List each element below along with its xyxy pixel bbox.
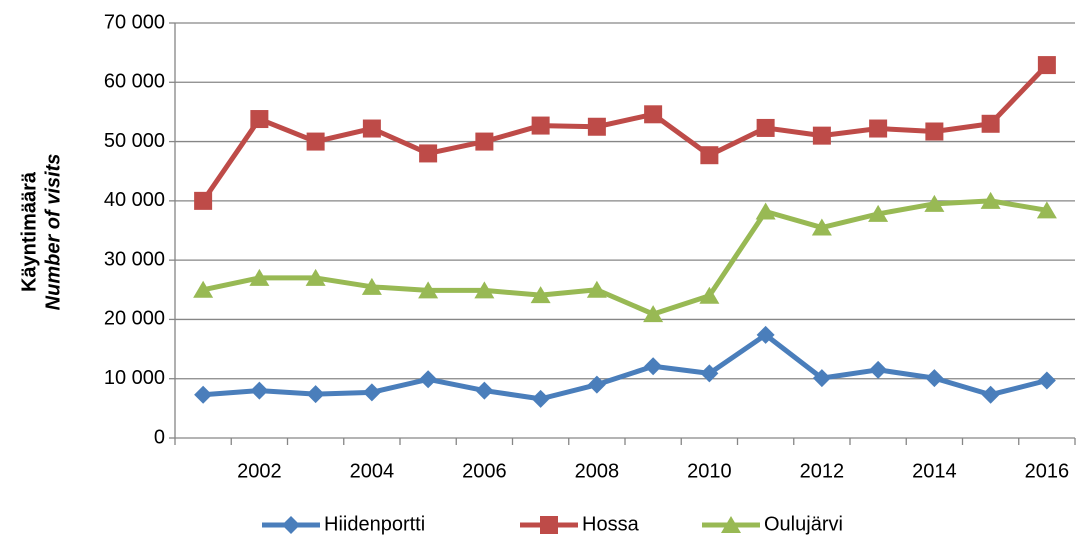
legend-marker bbox=[540, 516, 558, 534]
marker bbox=[586, 280, 607, 298]
marker bbox=[756, 118, 775, 137]
marker bbox=[531, 116, 550, 135]
marker bbox=[362, 383, 381, 402]
y-tick-label: 60 000 bbox=[104, 71, 165, 93]
marker bbox=[418, 281, 439, 299]
y-axis-title: Käyntimäärä bbox=[18, 171, 40, 292]
legend-marker bbox=[721, 516, 741, 533]
marker bbox=[643, 305, 664, 323]
y-tick-label: 50 000 bbox=[104, 130, 165, 152]
marker bbox=[250, 381, 269, 400]
y-tick-label: 70 000 bbox=[104, 11, 165, 33]
marker bbox=[419, 370, 438, 389]
marker bbox=[249, 268, 270, 286]
marker bbox=[812, 126, 831, 145]
marker bbox=[531, 389, 550, 408]
marker bbox=[250, 110, 269, 129]
marker bbox=[755, 202, 776, 220]
x-tick-label: 2014 bbox=[912, 460, 957, 482]
legend-label: Hossa bbox=[582, 513, 640, 535]
marker bbox=[193, 280, 214, 298]
marker bbox=[475, 132, 494, 151]
y-tick-label: 30 000 bbox=[104, 248, 165, 270]
series-line bbox=[202, 198, 1048, 317]
marker bbox=[1037, 56, 1056, 75]
marker bbox=[924, 194, 945, 212]
marker bbox=[1037, 371, 1056, 390]
marker bbox=[305, 268, 326, 286]
marker bbox=[869, 360, 888, 379]
x-tick-label: 2002 bbox=[237, 460, 282, 482]
marker bbox=[1036, 201, 1057, 219]
marker bbox=[700, 364, 719, 383]
marker bbox=[306, 385, 325, 404]
marker bbox=[699, 286, 720, 304]
marker bbox=[869, 119, 888, 138]
y-axis-title: Number of visits bbox=[42, 154, 64, 311]
y-tick-label: 10 000 bbox=[104, 367, 165, 389]
marker bbox=[925, 122, 944, 141]
x-tick-label: 2016 bbox=[1025, 460, 1070, 482]
marker bbox=[587, 375, 606, 394]
marker bbox=[981, 385, 1000, 404]
x-tick-label: 2008 bbox=[575, 460, 620, 482]
marker bbox=[475, 381, 494, 400]
marker bbox=[419, 144, 438, 163]
marker bbox=[868, 204, 889, 222]
marker bbox=[925, 369, 944, 388]
marker bbox=[644, 357, 663, 376]
marker bbox=[980, 191, 1001, 209]
x-tick-label: 2004 bbox=[350, 460, 395, 482]
marker bbox=[811, 218, 832, 236]
marker bbox=[530, 286, 551, 304]
marker bbox=[981, 114, 1000, 133]
marker bbox=[306, 132, 325, 151]
x-tick-label: 2006 bbox=[462, 460, 507, 482]
legend-label: Hiidenportti bbox=[324, 513, 425, 535]
series-line bbox=[202, 332, 1048, 402]
marker bbox=[756, 325, 775, 344]
y-tick-label: 0 bbox=[154, 426, 165, 448]
marker bbox=[700, 146, 719, 165]
series-line bbox=[201, 63, 1049, 203]
marker bbox=[194, 191, 213, 210]
legend-label: Oulujärvi bbox=[764, 513, 843, 535]
x-tick-label: 2012 bbox=[800, 460, 845, 482]
marker bbox=[194, 385, 213, 404]
marker bbox=[644, 105, 663, 124]
x-tick-label: 2010 bbox=[687, 460, 732, 482]
marker bbox=[362, 119, 381, 138]
marker bbox=[812, 369, 831, 388]
y-tick-label: 40 000 bbox=[104, 189, 165, 211]
marker bbox=[361, 277, 382, 295]
marker bbox=[474, 281, 495, 299]
marker bbox=[587, 117, 606, 136]
legend-marker bbox=[282, 516, 300, 534]
y-tick-label: 20 000 bbox=[104, 308, 165, 330]
